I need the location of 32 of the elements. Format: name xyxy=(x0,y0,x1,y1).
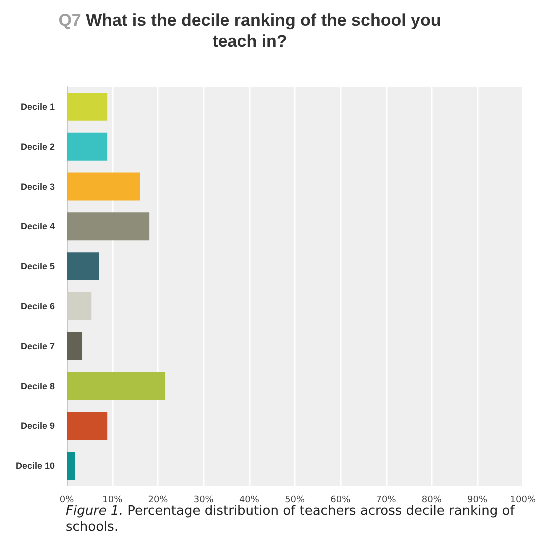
bar xyxy=(67,332,83,360)
x-tick-label: 100% xyxy=(510,496,536,506)
bar xyxy=(67,372,166,400)
bar xyxy=(67,252,100,281)
y-tick-label: Decile 1 xyxy=(20,102,55,112)
y-tick-label: Decile 6 xyxy=(20,301,55,312)
x-tick-label: 0% xyxy=(60,496,75,506)
y-tick-label: Decile 7 xyxy=(20,341,55,352)
x-tick-label: 20% xyxy=(148,496,169,506)
x-tick-label: 70% xyxy=(376,496,397,506)
y-tick-label: Decile 3 xyxy=(20,182,55,192)
y-tick-label: Decile 10 xyxy=(16,461,55,472)
y-tick-label: Decile 9 xyxy=(20,421,55,432)
caption: Figure 1. Percentage distribution of teachers across decile ranking of schools. xyxy=(66,504,516,536)
bar xyxy=(67,212,150,241)
bar xyxy=(67,412,108,440)
x-tick-label: 10% xyxy=(102,496,124,506)
y-tick-label: Decile 5 xyxy=(20,262,55,272)
x-tick-label: 60% xyxy=(330,496,352,506)
chart-title: Q7 What is the decile ranking of the school you teach in? xyxy=(58,10,442,52)
x-tick-label: 30% xyxy=(194,496,214,506)
x-tick-label: 80% xyxy=(422,496,442,506)
y-tick-label: Decile 4 xyxy=(20,222,55,232)
bar xyxy=(67,172,140,201)
y-tick-label: Decile 8 xyxy=(20,381,55,392)
x-tick-label: 40% xyxy=(239,496,260,506)
bar xyxy=(67,132,108,161)
x-tick-label: 50% xyxy=(285,496,306,506)
bar xyxy=(67,92,108,121)
x-tick-label: 90% xyxy=(468,496,488,506)
bar xyxy=(67,452,76,480)
y-tick-label: Decile 2 xyxy=(20,142,55,152)
